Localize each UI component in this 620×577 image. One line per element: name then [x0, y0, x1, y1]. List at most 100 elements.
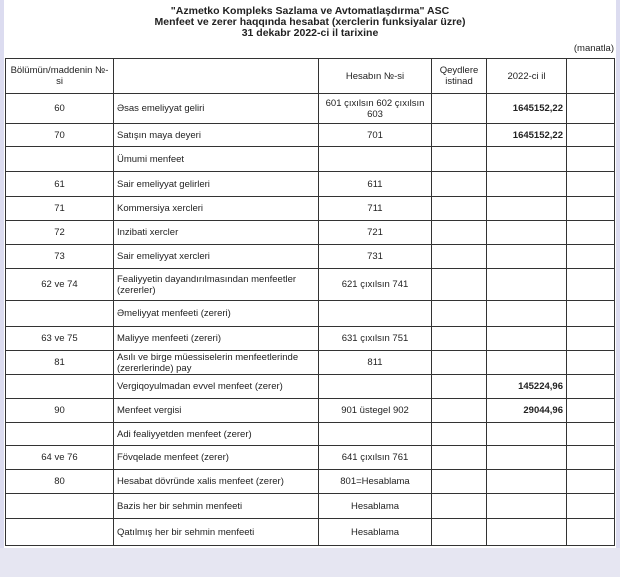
- row-account: 601 çıxılsın 602 çıxılsın 603: [318, 93, 432, 124]
- row-note: [431, 146, 487, 172]
- row-section-no: 64 ve 76: [5, 445, 114, 470]
- row-account: 721: [318, 220, 432, 245]
- table-row: 60 Əsas emeliyyat geliri 601 çıxılsın 602 …: [5, 93, 615, 124]
- table-row: 72 Inzibati xercler 721: [5, 220, 615, 245]
- row-name: Satışın maya deyeri: [113, 123, 319, 147]
- row-section-no: 70: [5, 123, 114, 147]
- row-section-no: [5, 300, 114, 327]
- row-account: 621 çıxılsın 741: [318, 268, 432, 301]
- row-note: [431, 518, 487, 546]
- row-account: 811: [318, 350, 432, 375]
- row-extra: [566, 300, 615, 327]
- row-name: Vergiqoyulmadan evvel menfeet (zerer): [113, 374, 319, 399]
- row-name: Inzibati xercler: [113, 220, 319, 245]
- row-value: [486, 445, 567, 470]
- row-section-no: 62 ve 74: [5, 268, 114, 301]
- row-section-no: [5, 374, 114, 399]
- row-account: 701: [318, 123, 432, 147]
- col-header-year: 2022-ci il: [486, 58, 567, 94]
- row-account: Hesablama: [318, 493, 432, 519]
- row-extra: [566, 374, 615, 399]
- report-date: 31 dekabr 2022-ci il tarixine: [241, 27, 379, 39]
- row-section-no: [5, 146, 114, 172]
- row-note: [431, 422, 487, 446]
- row-note: [431, 350, 487, 375]
- row-value: [486, 469, 567, 494]
- table-row: 62 ve 74 Fealiyyetin dayandırılmasından m…: [5, 268, 615, 301]
- col-header-name: [113, 58, 319, 94]
- row-value: 1645152,22: [486, 93, 567, 124]
- row-account: 801=Hesablama: [318, 469, 432, 494]
- row-extra: [566, 518, 615, 546]
- row-account: 631 çıxılsın 751: [318, 326, 432, 351]
- row-section-no: 73: [5, 244, 114, 269]
- row-name: Asılı ve birge müessiselerin menfeetleri…: [113, 350, 319, 375]
- row-name: Ümumi menfeet: [113, 146, 319, 172]
- row-account: 901 üstegel 902: [318, 398, 432, 423]
- table-row: 71 Kommersiya xercleri 711: [5, 196, 615, 221]
- row-name: Qatılmış her bir sehmin menfeeti: [113, 518, 319, 546]
- row-value: [486, 350, 567, 375]
- row-value: [486, 171, 567, 197]
- row-note: [431, 244, 487, 269]
- row-note: [431, 493, 487, 519]
- row-section-no: 80: [5, 469, 114, 494]
- row-name: Sair emeliyyat xercleri: [113, 244, 319, 269]
- row-value: 29044,96: [486, 398, 567, 423]
- col-header-section-no: Bölümün/maddenin №-si: [5, 58, 114, 94]
- company-name: "Azmetko Kompleks Sazlama ve Avtomatlaşd…: [170, 5, 450, 17]
- table-row: 80 Hesabat dövründe xalis menfeet (zerer)…: [5, 469, 615, 494]
- row-account: [318, 146, 432, 172]
- row-section-no: 72: [5, 220, 114, 245]
- row-note: [431, 196, 487, 221]
- table-row: 64 ve 76 Fövqelade menfeet (zerer) 641 çıx…: [5, 445, 615, 470]
- row-section-no: 61: [5, 171, 114, 197]
- row-value: [486, 196, 567, 221]
- row-note: [431, 374, 487, 399]
- table-row: Ümumi menfeet: [5, 146, 615, 172]
- row-name: Hesabat dövründe xalis menfeet (zerer): [113, 469, 319, 494]
- row-account: 731: [318, 244, 432, 269]
- col-header-account: Hesabın №-si: [318, 58, 432, 94]
- row-value: [486, 493, 567, 519]
- row-note: [431, 445, 487, 470]
- row-extra: [566, 398, 615, 423]
- row-value: [486, 244, 567, 269]
- row-value: [486, 268, 567, 301]
- row-account: 711: [318, 196, 432, 221]
- row-account: [318, 422, 432, 446]
- row-note: [431, 326, 487, 351]
- row-name: Fealiyyetin dayandırılmasından menfeetle…: [113, 268, 319, 301]
- row-note: [431, 268, 487, 301]
- row-extra: [566, 196, 615, 221]
- row-extra: [566, 445, 615, 470]
- row-note: [431, 398, 487, 423]
- row-extra: [566, 220, 615, 245]
- row-account: [318, 300, 432, 327]
- row-value: [486, 300, 567, 327]
- row-section-no: 63 ve 75: [5, 326, 114, 351]
- row-name: Adi fealiyyetden menfeet (zerer): [113, 422, 319, 446]
- col-header-extra: [566, 58, 615, 94]
- row-value: [486, 220, 567, 245]
- table-row: Bazis her bir sehmin menfeeti Hesablama: [5, 493, 615, 519]
- row-section-no: 71: [5, 196, 114, 221]
- row-name: Kommersiya xercleri: [113, 196, 319, 221]
- row-name: Bazis her bir sehmin menfeeti: [113, 493, 319, 519]
- row-extra: [566, 469, 615, 494]
- row-extra: [566, 146, 615, 172]
- table-row: 73 Sair emeliyyat xercleri 731: [5, 244, 615, 269]
- row-name: Menfeet vergisi: [113, 398, 319, 423]
- row-note: [431, 469, 487, 494]
- row-value: 1645152,22: [486, 123, 567, 147]
- row-value: [486, 146, 567, 172]
- income-statement-table: Bölümün/maddenin №-si Hesabın №-si Qeydl…: [5, 58, 615, 546]
- row-name: Fövqelade menfeet (zerer): [113, 445, 319, 470]
- row-name: Maliyye menfeeti (zereri): [113, 326, 319, 351]
- table-header-row: Bölümün/maddenin №-si Hesabın №-si Qeydl…: [5, 58, 615, 94]
- row-value: [486, 326, 567, 351]
- currency-unit: (manatla): [573, 43, 614, 54]
- row-account: Hesablama: [318, 518, 432, 546]
- row-note: [431, 123, 487, 147]
- row-extra: [566, 244, 615, 269]
